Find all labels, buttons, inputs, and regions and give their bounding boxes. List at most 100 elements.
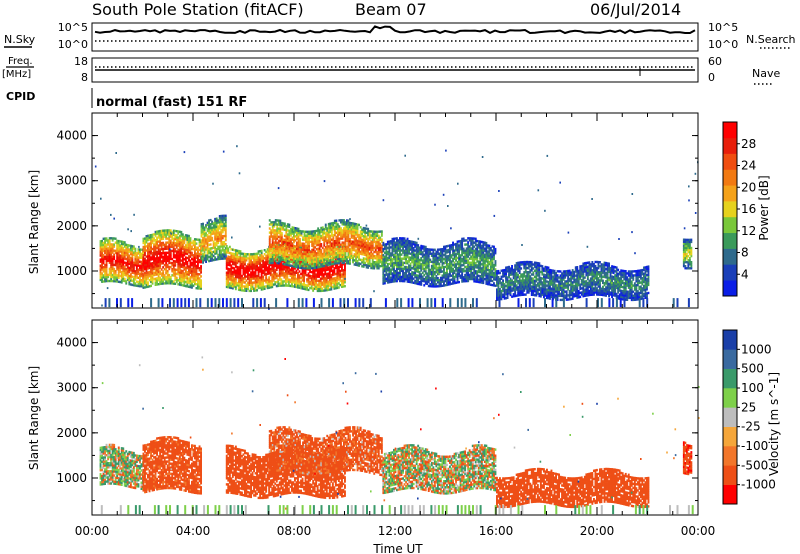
scatter-cell <box>402 247 404 250</box>
scatter-cell <box>241 266 243 270</box>
scatter-cell <box>402 241 404 244</box>
scatter-cell <box>101 280 103 283</box>
scatter-cell <box>144 237 146 240</box>
scatter-cell <box>280 266 283 269</box>
scatter-cell <box>277 284 280 288</box>
scatter-cell <box>194 258 196 261</box>
scatter-cell <box>268 223 271 226</box>
scatter-cell <box>172 239 175 243</box>
scatter-cell <box>327 286 330 290</box>
scatter-cell <box>172 280 175 283</box>
scatter-cell <box>291 238 294 241</box>
scatter-cell <box>356 229 359 232</box>
scatter-cell <box>288 235 291 239</box>
scatter-cell <box>159 229 162 233</box>
scatter-cell <box>288 241 291 245</box>
scatter-cell <box>371 248 374 252</box>
scatter-cell <box>308 248 310 252</box>
scatter-cell <box>446 263 448 266</box>
scatter-cell <box>186 234 189 237</box>
scatter-cell <box>288 239 291 243</box>
scatter-cell <box>154 279 157 282</box>
scatter-cell <box>150 284 152 288</box>
scatter-cell <box>183 252 186 255</box>
scatter-cell <box>257 286 260 290</box>
scatter-cell <box>318 279 321 282</box>
scatter-cell <box>175 276 178 280</box>
scatter-cell <box>321 246 324 250</box>
scatter-cell <box>272 267 275 270</box>
scatter-cell <box>212 228 215 231</box>
scatter-cell <box>223 222 226 226</box>
scatter-cell <box>175 256 178 259</box>
scatter-cell <box>114 261 117 265</box>
scatter-cell <box>424 245 427 249</box>
scatter-cell <box>386 273 389 276</box>
scatter-cell <box>277 266 280 269</box>
scatter-cell <box>449 248 451 251</box>
scatter-cell <box>314 238 317 241</box>
scatter-cell <box>339 283 342 287</box>
nave-tick-bottom: 0 <box>708 71 715 84</box>
scatter-cell <box>244 257 246 260</box>
scatter-cell <box>191 284 193 287</box>
scatter-cell <box>242 271 245 274</box>
scatter-cell <box>423 284 426 287</box>
scatter-cell <box>350 256 353 259</box>
scatter-cell <box>244 263 246 266</box>
scatter-cell <box>159 236 162 239</box>
scatter-cell <box>245 267 248 270</box>
scatter-cell <box>432 266 435 270</box>
scatter-cell <box>320 236 323 240</box>
scatter-cell <box>382 256 385 259</box>
scatter-cell <box>283 238 286 242</box>
scatter-cell <box>342 263 345 266</box>
scatter-cell <box>250 273 252 276</box>
scatter-cell <box>156 281 158 284</box>
scatter-cell <box>324 258 327 261</box>
scatter-cell <box>172 274 175 277</box>
scatter-cell <box>308 259 310 262</box>
scatter-cell <box>160 274 163 277</box>
scatter-cell <box>355 239 357 242</box>
scatter-cell <box>362 228 365 232</box>
scatter-cell <box>165 253 168 257</box>
scatter-cell <box>239 278 242 281</box>
scatter-cell <box>148 262 151 266</box>
scatter-cell <box>306 250 309 254</box>
scatter-cell <box>145 271 148 274</box>
scatter-cell <box>198 252 201 256</box>
scatter-cell <box>126 260 129 263</box>
scatter-cell <box>280 270 283 273</box>
scatter-cell <box>131 257 134 260</box>
scatter-cell <box>293 238 295 242</box>
freq-panel-frame <box>91 57 699 83</box>
scatter-cell <box>394 251 397 254</box>
scatter-cell <box>265 281 268 284</box>
scatter-cell <box>116 268 119 271</box>
scatter-cell <box>371 267 374 270</box>
scatter-cell <box>276 241 279 244</box>
scatter-cell <box>406 260 409 263</box>
scatter-cell <box>304 271 307 275</box>
scatter-cell <box>333 262 336 265</box>
scatter-cell <box>377 267 380 270</box>
scatter-cell <box>177 244 180 247</box>
scatter-cell <box>365 260 368 263</box>
scatter-cell <box>301 275 304 278</box>
scatter-cell <box>256 256 258 259</box>
scatter-cell <box>349 221 351 225</box>
scatter-cell <box>198 267 201 270</box>
scatter-cell <box>268 247 271 251</box>
scatter-cell <box>165 267 168 271</box>
scatter-cell <box>411 281 414 284</box>
scatter-cell <box>380 264 383 268</box>
scatter-cell <box>135 252 138 255</box>
scatter-cell <box>326 257 329 261</box>
scatter-cell <box>432 262 435 266</box>
scatter-cell <box>359 240 362 243</box>
scatter-cell <box>126 248 129 251</box>
scatter-cell <box>333 225 336 229</box>
scatter-cell <box>125 249 128 253</box>
scatter-cell <box>184 266 187 269</box>
